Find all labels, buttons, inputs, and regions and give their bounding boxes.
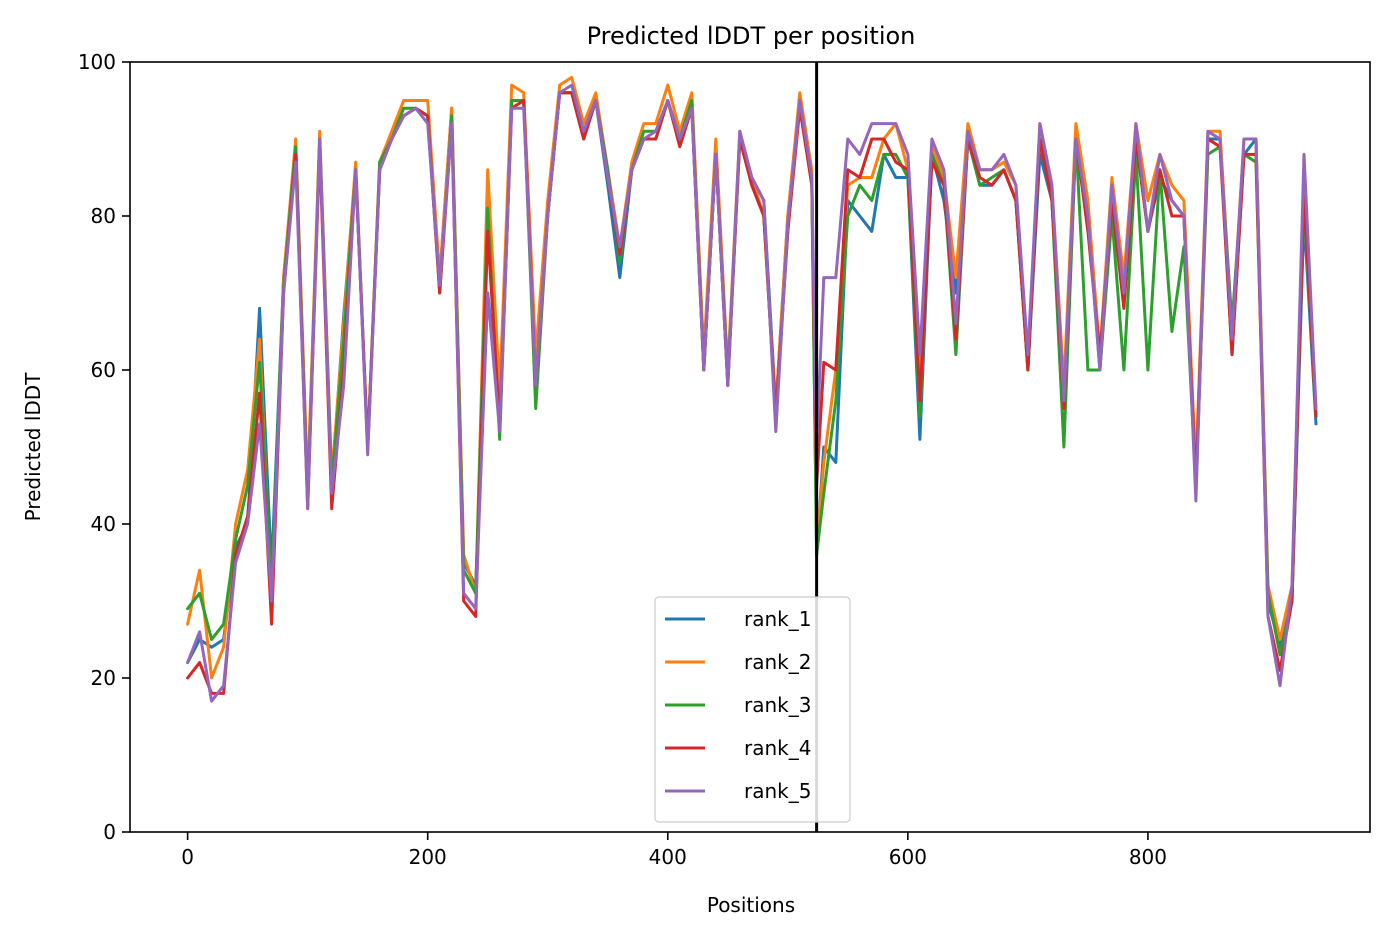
y-axis-ticks: 0 20 40 60 80 100 (78, 50, 130, 844)
plot-area (129, 61, 1371, 833)
legend-label-rank-5: rank_5 (744, 779, 811, 803)
x-axis-title: Positions (707, 893, 795, 917)
y-tick-label: 40 (91, 512, 116, 536)
y-tick-label: 0 (103, 820, 116, 844)
chart-title: Predicted lDDT per position (587, 22, 916, 50)
x-axis-ticks: 0 200 400 600 800 (181, 832, 1167, 869)
y-tick-label: 20 (91, 666, 116, 690)
y-tick-label: 80 (91, 204, 116, 228)
legend-label-rank-4: rank_4 (744, 736, 811, 760)
x-tick-label: 600 (889, 845, 927, 869)
series-line-rank-5 (186, 83, 1318, 703)
y-tick-label: 60 (91, 358, 116, 382)
x-tick-label: 0 (181, 845, 194, 869)
x-tick-label: 400 (649, 845, 687, 869)
legend-box (654, 596, 851, 823)
legend: rank_1 rank_2 rank_3 rank_4 rank_5 (654, 596, 851, 823)
legend-label-rank-3: rank_3 (744, 693, 811, 717)
legend-label-rank-1: rank_1 (744, 607, 811, 631)
series-line-rank-2 (186, 75, 1318, 680)
plot-frame (129, 61, 1371, 833)
x-tick-label: 800 (1129, 845, 1167, 869)
x-tick-label: 200 (409, 845, 447, 869)
y-tick-label: 100 (78, 50, 116, 74)
legend-label-rank-2: rank_2 (744, 650, 811, 674)
series-lines (186, 75, 1318, 703)
y-axis-title: Predicted lDDT (21, 372, 45, 522)
